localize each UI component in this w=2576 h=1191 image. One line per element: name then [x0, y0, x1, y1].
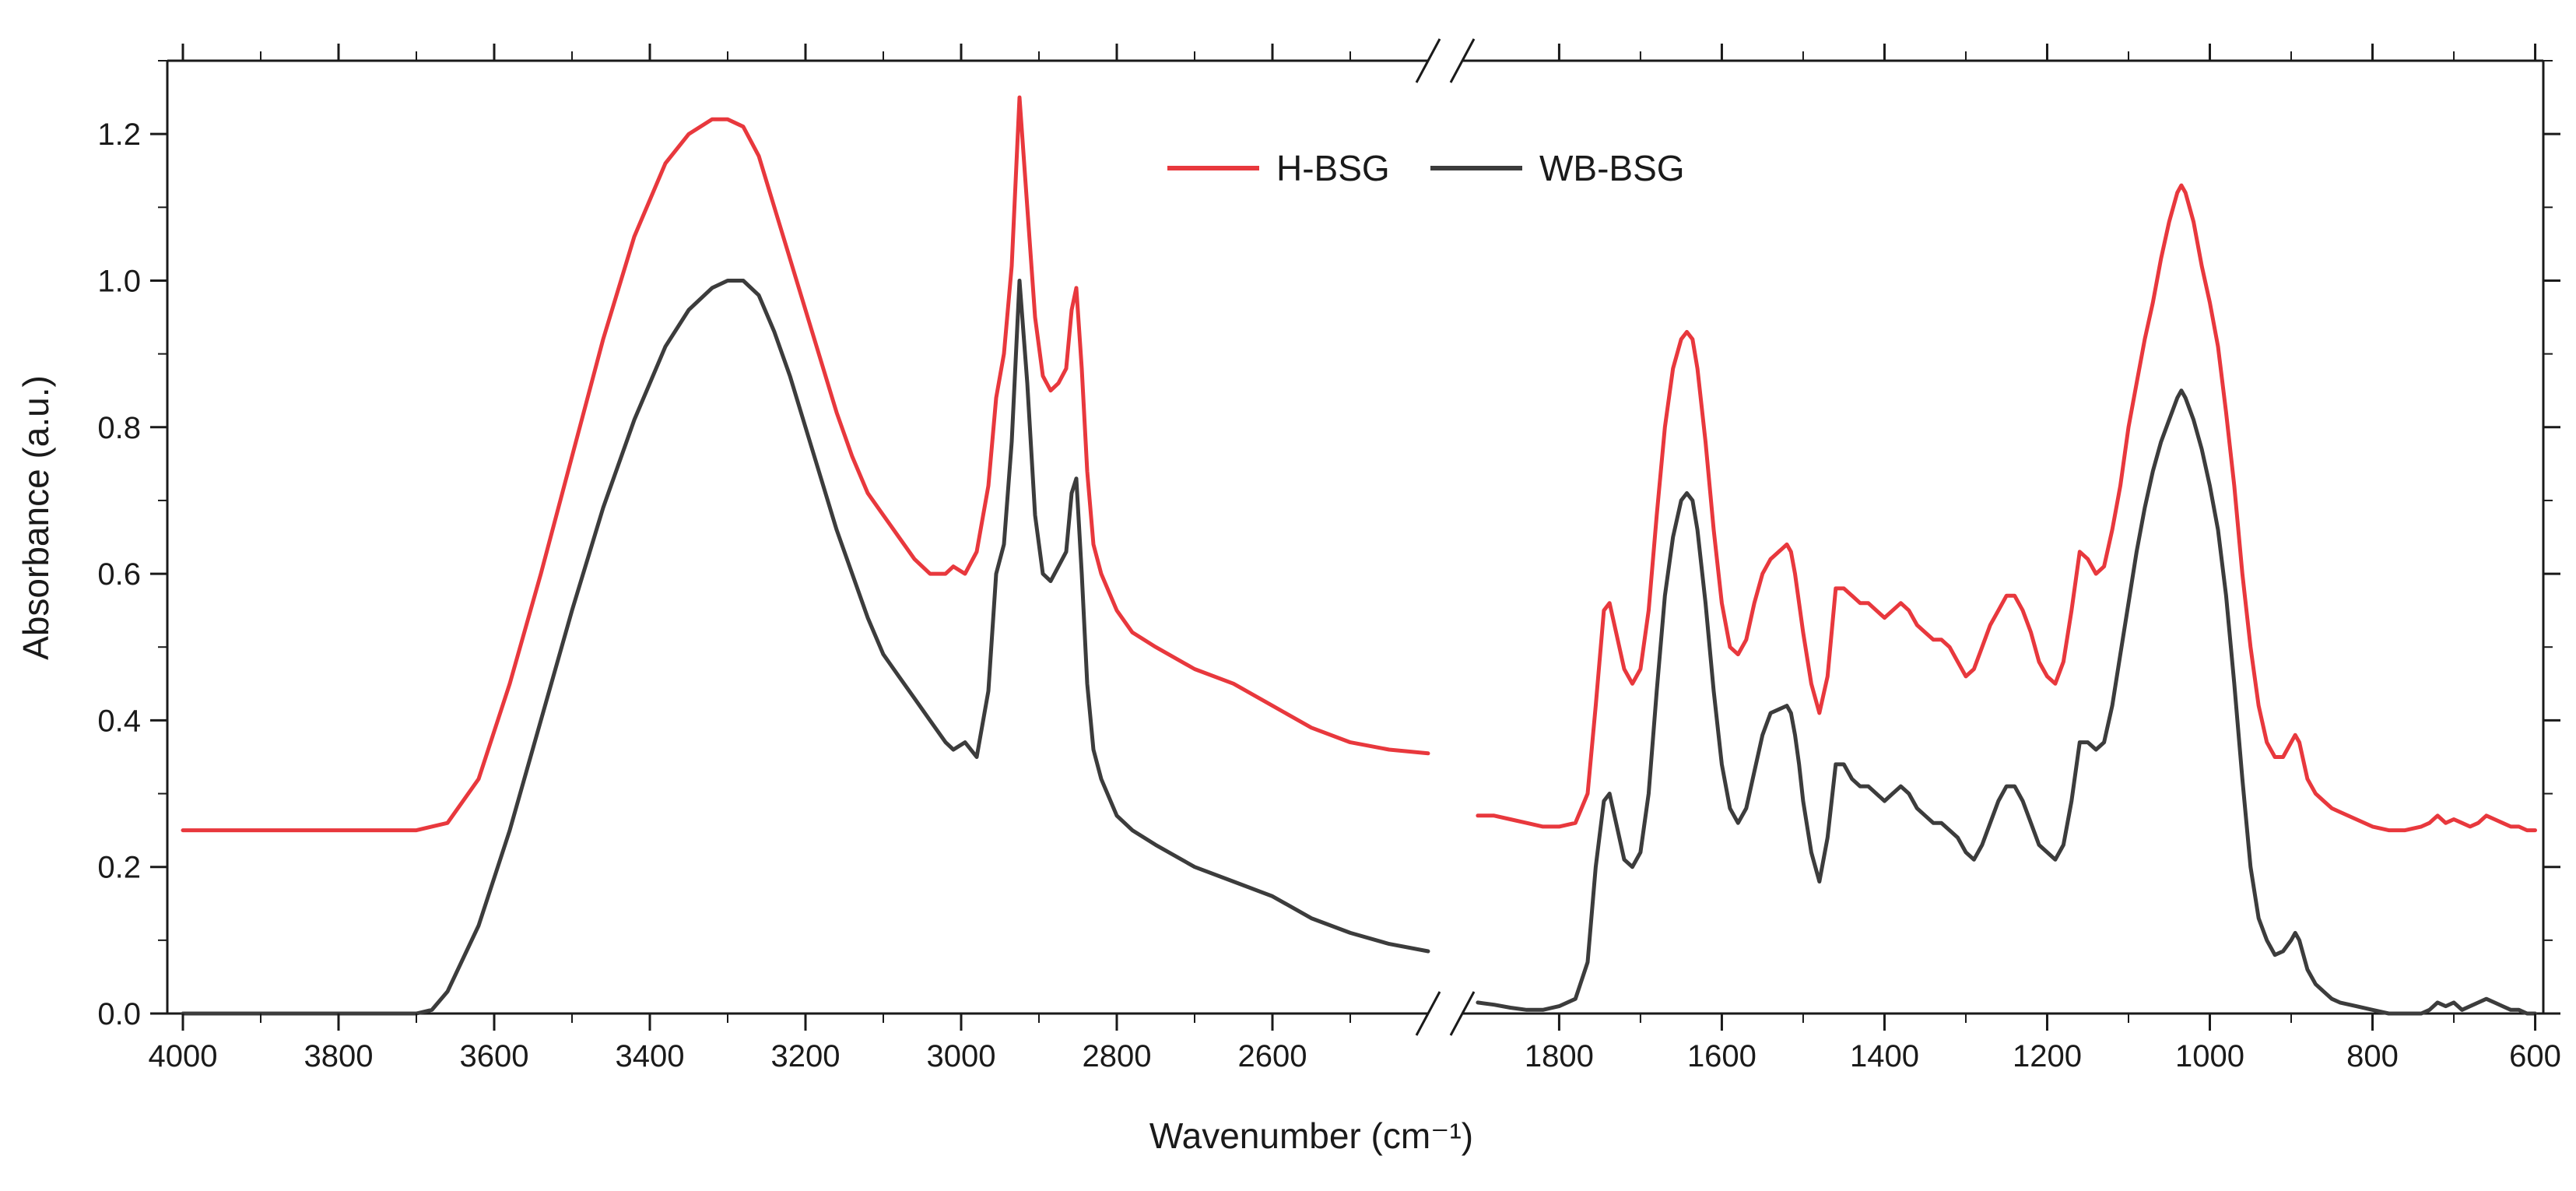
series-line-wb-bsg	[1476, 388, 2537, 1016]
x-tick-label: 3600	[460, 1039, 529, 1073]
x-tick-label: 800	[2346, 1039, 2399, 1073]
axis-break-mark	[1449, 38, 1476, 83]
legend-label-h-bsg: H-BSG	[1276, 148, 1390, 188]
x-tick-label: 1400	[1850, 1039, 1919, 1073]
x-tick-label: 600	[2509, 1039, 2561, 1073]
y-tick-label: 0.4	[97, 704, 141, 738]
axis-break-mark	[1415, 991, 1441, 1036]
x-tick-label: 3400	[616, 1039, 685, 1073]
x-tick-label: 3800	[304, 1039, 374, 1073]
x-tick-label: 1200	[2013, 1039, 2082, 1073]
y-tick-label: 1.2	[97, 118, 141, 152]
x-tick-label: 1000	[2175, 1039, 2244, 1073]
y-tick-label: 0.6	[97, 557, 141, 592]
x-tick-label: 3200	[771, 1039, 841, 1073]
y-axis-title: Absorbance (a.u.)	[16, 375, 56, 660]
x-tick-label: 4000	[149, 1039, 218, 1073]
x-tick-label: 1800	[1525, 1039, 1594, 1073]
x-tick-label: 1600	[1687, 1039, 1757, 1073]
axis-break-mark	[1449, 991, 1476, 1036]
x-tick-label: 2800	[1083, 1039, 1152, 1073]
y-tick-label: 1.0	[97, 264, 141, 298]
y-tick-label: 0.2	[97, 851, 141, 885]
y-tick-label: 0.0	[97, 997, 141, 1031]
x-axis-title: Wavenumber (cm⁻¹)	[1149, 1115, 1473, 1156]
x-tick-label: 2600	[1238, 1039, 1307, 1073]
y-tick-label: 0.8	[97, 411, 141, 445]
series-line-h-bsg	[1476, 183, 2537, 833]
series-line-h-bsg	[181, 95, 1430, 833]
x-tick-label: 3000	[927, 1039, 996, 1073]
axis-break-mark	[1415, 38, 1441, 83]
legend-label-wb-bsg: WB-BSG	[1539, 148, 1685, 188]
series-line-wb-bsg	[181, 279, 1430, 1016]
